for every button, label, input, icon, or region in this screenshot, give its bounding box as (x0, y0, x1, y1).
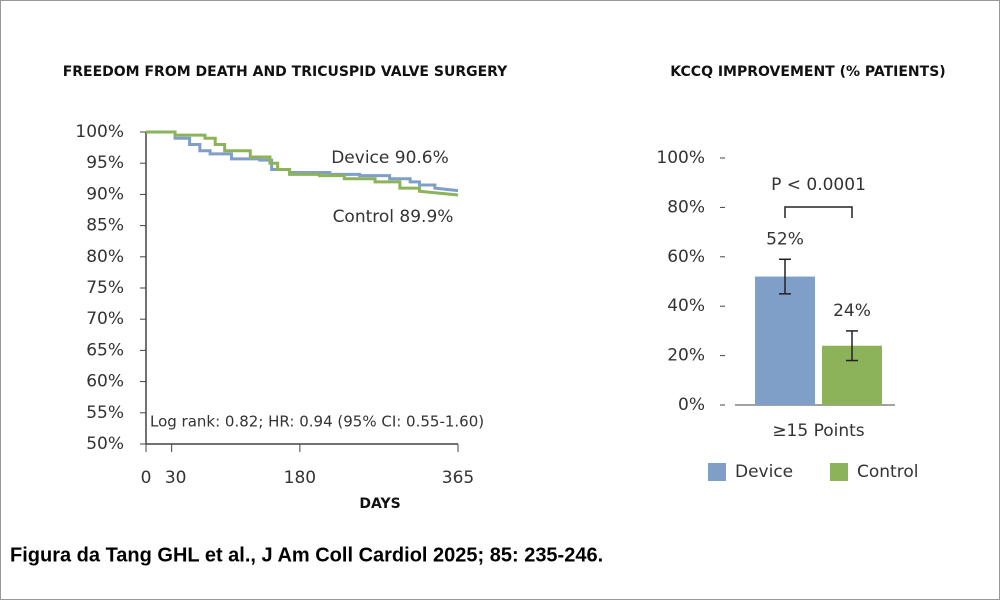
y-tick-label: 95% (86, 153, 124, 173)
y-tick-label: 100% (75, 122, 124, 142)
y-tick-label: 60% (667, 247, 705, 267)
annotation: P < 0.0001 (771, 175, 866, 195)
annotation: Control 89.9% (333, 207, 454, 227)
value-label: 24% (833, 301, 871, 321)
y-tick-label: 80% (86, 247, 124, 267)
y-tick-label: 55% (86, 403, 124, 423)
x-tick-label: 365 (442, 468, 474, 488)
y-tick-label: 60% (86, 372, 124, 392)
legend-label: Control (857, 462, 918, 482)
bracket (784, 206, 853, 218)
y-tick-label: 70% (86, 309, 124, 329)
y-tick-label: 65% (86, 340, 124, 360)
legend-swatch (830, 463, 848, 481)
bar (755, 276, 815, 405)
y-tick-label: 90% (86, 184, 124, 204)
y-tick-label: 0% (678, 395, 705, 415)
error-bar (779, 258, 791, 295)
x-tick-label: 30 (165, 468, 187, 488)
y-tick-label: 20% (667, 346, 705, 366)
caption: Figura da Tang GHL et al., J Am Coll Car… (10, 544, 603, 566)
error-bar (846, 330, 858, 362)
chart-title: FREEDOM FROM DEATH AND TRICUSPID VALVE S… (63, 64, 508, 80)
value-label: 52% (766, 229, 804, 249)
x-tick-label: 180 (284, 468, 316, 488)
annotation: Device 90.6% (331, 148, 449, 168)
y-tick-label: 85% (86, 216, 124, 236)
chart-title: KCCQ IMPROVEMENT (% PATIENTS) (670, 64, 945, 80)
x-tick-label: 0 (141, 468, 152, 488)
legend-swatch (708, 463, 726, 481)
y-tick-label: 50% (86, 434, 124, 454)
survival-curve (146, 130, 459, 197)
y-tick-label: 40% (667, 296, 705, 316)
y-tick-label: 100% (656, 148, 705, 168)
y-tick-label: 75% (86, 278, 124, 298)
legend-label: Device (735, 462, 793, 482)
x-axis-label: DAYS (359, 496, 400, 512)
x-tick-label: ≥15 Points (772, 421, 864, 441)
annotation: Log rank: 0.82; HR: 0.94 (95% CI: 0.55-1… (150, 413, 484, 431)
y-tick-label: 80% (667, 197, 705, 217)
